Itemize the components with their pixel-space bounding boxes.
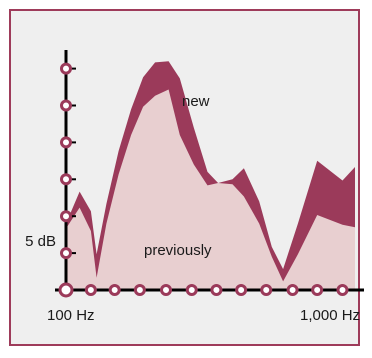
x-tick-marker <box>235 284 248 296</box>
series-label-previously: previously <box>144 242 212 259</box>
y-tick-marker <box>60 99 72 112</box>
x-tick-marker <box>336 284 349 296</box>
y-tick-marker <box>60 173 72 186</box>
y-tick-marker <box>60 210 72 223</box>
x-tick-marker <box>84 284 97 296</box>
y-tick-marker <box>60 62 72 75</box>
x-tick-marker <box>108 284 121 296</box>
x-tick-label-end: 1,000 Hz <box>300 307 360 324</box>
series-area-previously <box>66 89 355 290</box>
tick-layer <box>58 62 349 298</box>
area-layer <box>66 61 355 291</box>
label-layer: new previously 5 dB 100 Hz 1,000 Hz <box>25 93 360 324</box>
origin-marker <box>58 282 74 298</box>
x-tick-marker <box>210 284 223 296</box>
x-tick-marker <box>185 284 198 296</box>
x-tick-marker <box>286 284 299 296</box>
y-tick-marker <box>60 247 72 260</box>
y-tick-marker <box>60 136 72 149</box>
x-tick-marker <box>133 284 146 296</box>
series-label-new: new <box>182 93 210 110</box>
y-tick-label: 5 dB <box>25 233 56 250</box>
x-tick-marker <box>311 284 324 296</box>
x-tick-label-start: 100 Hz <box>47 307 95 324</box>
x-tick-marker <box>160 284 173 296</box>
x-tick-marker <box>260 284 273 296</box>
